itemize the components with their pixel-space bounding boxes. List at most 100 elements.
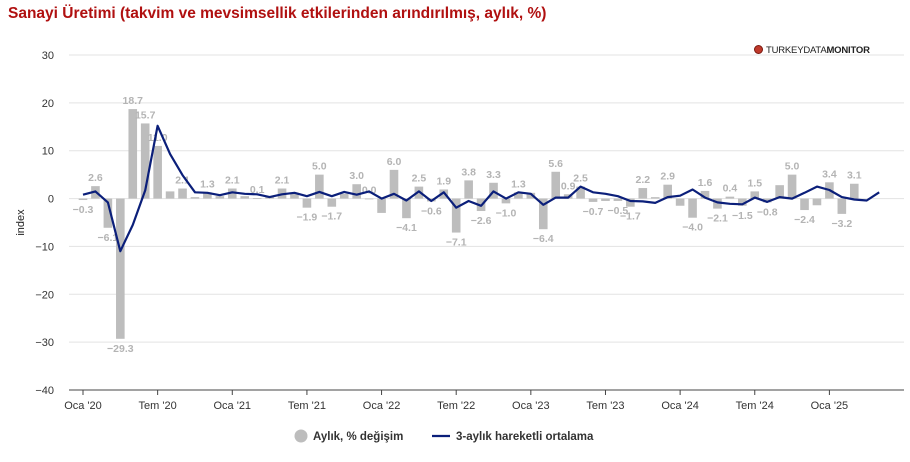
bar [439, 189, 449, 199]
bar [165, 191, 175, 199]
bar-data-label: 1.9 [436, 175, 451, 187]
legend-label-line: 3-aylık hareketli ortalama [456, 431, 594, 443]
bar-data-label: 6.0 [387, 156, 402, 168]
bar-data-label: −1.7 [620, 211, 641, 223]
bar-data-label: 3.4 [822, 168, 837, 180]
bar [302, 198, 312, 208]
bar [551, 171, 561, 199]
bar-data-label: −2.4 [794, 214, 815, 226]
bar-data-label: −1.7 [321, 211, 342, 223]
bar-data-label: 1.5 [747, 177, 762, 189]
y-axis-label: index [15, 209, 27, 236]
bar-data-label: 3.3 [486, 169, 501, 181]
bar-data-label: 5.0 [785, 161, 800, 173]
bar-data-label: −4.1 [396, 222, 417, 234]
bar-data-label: 18.7 [123, 95, 144, 107]
y-tick-label: 0 [48, 194, 54, 206]
x-tick-label: Tem '22 [437, 400, 475, 412]
bar-data-label: −0.3 [73, 204, 94, 216]
y-tick-label: 10 [42, 146, 54, 158]
bar-data-label: −2.6 [471, 215, 492, 227]
bar-data-label: −29.3 [107, 343, 134, 355]
y-tick-label: 30 [42, 50, 54, 62]
bar [675, 198, 685, 206]
series-line-moving-average [82, 124, 880, 253]
bar [837, 198, 847, 214]
bar [800, 198, 809, 211]
bar [638, 188, 648, 199]
bar [153, 145, 162, 199]
bar [140, 123, 150, 199]
bar-data-label: 2.9 [660, 171, 675, 183]
y-tick-label: −30 [35, 337, 54, 349]
bar [738, 198, 747, 206]
logo-text-part1: TURKEYDATA [766, 45, 827, 56]
bar [775, 185, 784, 199]
bar-data-label: 1.3 [511, 178, 526, 190]
bar [352, 184, 361, 199]
x-tick-label: Tem '20 [139, 400, 177, 412]
bar-data-label: 1.3 [200, 178, 215, 190]
bar [576, 186, 585, 199]
x-tick-label: Oca '24 [661, 400, 699, 412]
bar [601, 198, 610, 201]
bar-data-label: 2.6 [88, 172, 103, 184]
bar [178, 188, 187, 199]
bar [215, 196, 225, 199]
bar-data-label: 3.0 [349, 170, 364, 182]
bar [501, 198, 511, 204]
bar [688, 198, 697, 218]
bar-data-label: 2.2 [635, 174, 650, 186]
bar [377, 198, 386, 213]
bar [315, 174, 324, 199]
bar [389, 169, 399, 199]
bar-data-label: −1.5 [732, 210, 753, 222]
bar [650, 197, 660, 199]
bar [252, 198, 262, 199]
bar [227, 188, 237, 199]
bar [514, 192, 523, 199]
bar [626, 198, 635, 207]
chart-title: Sanayi Üretimi (takvim ve mevsimsellik e… [8, 5, 547, 22]
bar-data-label: 2.1 [275, 175, 290, 187]
bar [327, 198, 337, 207]
bar [190, 197, 200, 199]
bar-data-label: 0.4 [723, 183, 738, 195]
bar-data-label: −7.1 [446, 237, 467, 249]
bar [812, 198, 822, 206]
bar-data-label: 15.7 [135, 109, 156, 121]
bar [538, 198, 548, 230]
bar-data-label: 3.1 [847, 170, 862, 182]
logo-text-part2: MONITOR [826, 45, 870, 56]
bar [526, 192, 536, 199]
bar-data-label: 3.8 [461, 166, 476, 178]
legend-label-bars: Aylık, % değişim [313, 431, 403, 443]
x-tick-label: Oca '25 [811, 400, 849, 412]
y-tick-label: 20 [42, 98, 54, 110]
bar [700, 190, 710, 199]
bar-data-label: −1.0 [496, 207, 517, 219]
bar [116, 198, 125, 339]
bar [339, 193, 349, 199]
bar [849, 183, 859, 199]
bar [290, 192, 299, 199]
bar [663, 184, 672, 199]
brand-logo: TURKEYDATAMONITOR [754, 45, 870, 56]
bar [103, 198, 113, 228]
bar [203, 192, 212, 199]
bar-data-label: 2.5 [412, 173, 427, 185]
bar [364, 198, 374, 200]
bar-data-label: 2.1 [175, 175, 190, 187]
bar [762, 198, 772, 203]
bar-data-label: −3.2 [831, 218, 852, 230]
y-tick-label: −40 [35, 385, 54, 397]
bar [725, 196, 735, 199]
bar-data-label: −1.9 [297, 212, 318, 224]
bar [750, 191, 760, 199]
y-tick-label: −20 [35, 289, 54, 301]
bar-data-label: −6.4 [533, 233, 554, 245]
bar [787, 174, 797, 199]
x-tick-label: Oca '21 [213, 400, 251, 412]
bar [402, 198, 411, 219]
